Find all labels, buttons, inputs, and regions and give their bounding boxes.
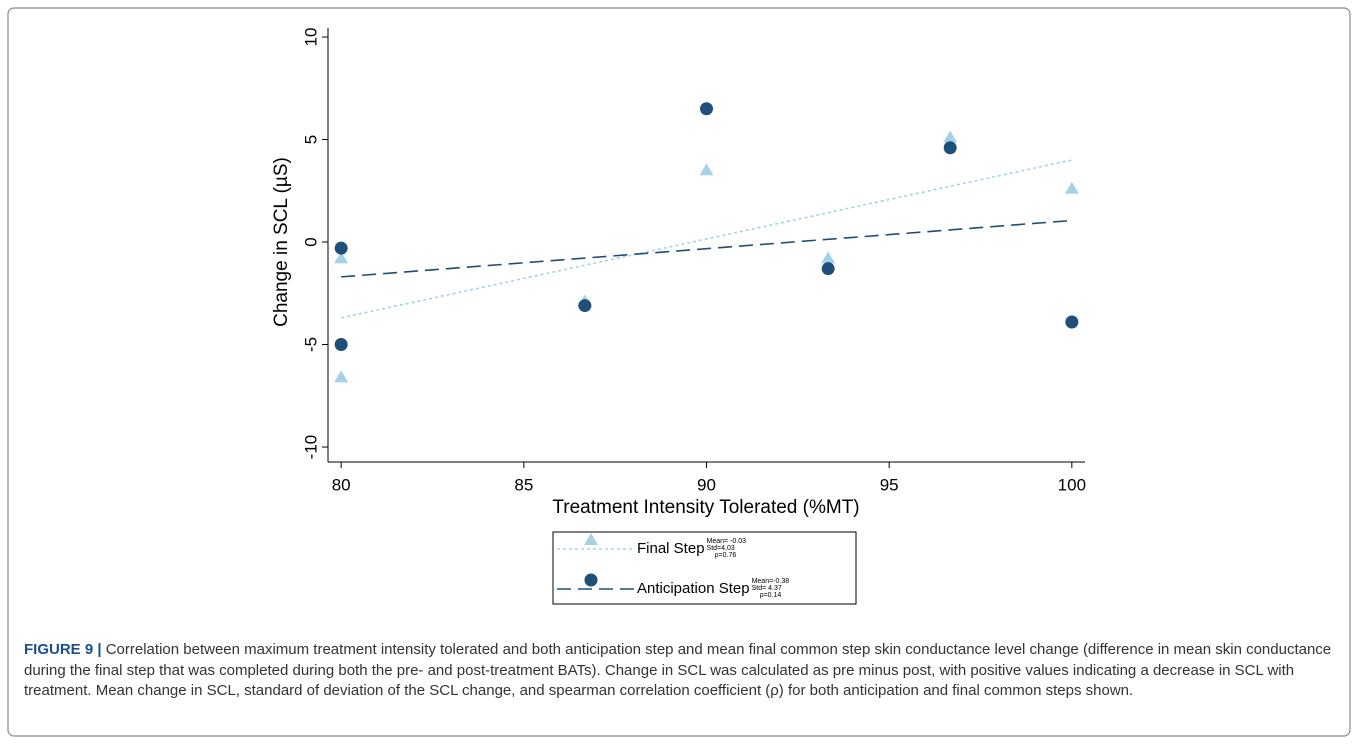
y-tick-label: -10 (301, 435, 320, 460)
legend-stat: ρ=0.14 (760, 592, 782, 599)
figure-border (7, 7, 1351, 737)
legend-box (552, 531, 857, 605)
triangle-point (584, 533, 598, 545)
triangle-point (943, 130, 958, 143)
circle-point (584, 573, 598, 587)
y-tick-label: -5 (301, 337, 320, 352)
triangle-point (699, 163, 714, 176)
circle-point (1065, 315, 1079, 329)
legend-stat: Std=4.03 (707, 545, 735, 552)
circle-point (578, 299, 592, 313)
y-tick-label: 5 (301, 135, 320, 144)
x-tick-label: 80 (332, 475, 351, 494)
legend-stat: Std= 4.37 (752, 585, 782, 592)
legend-stat: Mean= -0.03 (707, 538, 747, 545)
y-axis-title: Change in SCL (µS) (271, 157, 292, 327)
caption: FIGURE 9 | Correlation between maximum t… (24, 640, 1340, 702)
circle-point (700, 102, 713, 116)
triangle-point (334, 370, 349, 383)
legend-label: Anticipation Step (637, 580, 750, 597)
legend-label: Final Step (637, 540, 705, 557)
caption-label: FIGURE 9 | (24, 641, 102, 658)
triangle-point (1064, 181, 1079, 194)
circle-point (334, 241, 348, 255)
x-axis-title: Treatment Intensity Tolerated (%MT) (552, 497, 859, 518)
circle-point (943, 141, 957, 155)
y-tick-label: 10 (301, 28, 320, 47)
triangle-point (334, 251, 349, 264)
x-tick-label: 95 (880, 475, 899, 494)
triangle-point (821, 251, 836, 264)
fit-line (341, 219, 1072, 278)
y-tick-label: 0 (301, 237, 320, 246)
legend-stat: Mean=-0.38 (752, 578, 790, 585)
x-tick-label: 90 (697, 475, 716, 494)
legend-stat: ρ=0.76 (715, 552, 737, 559)
circle-point (821, 262, 835, 276)
circle-point (334, 338, 348, 352)
caption-text: Correlation between maximum treatment in… (24, 641, 1332, 699)
fit-line (340, 159, 1073, 319)
x-tick-label: 85 (514, 475, 533, 494)
x-tick-label: 100 (1058, 475, 1086, 494)
